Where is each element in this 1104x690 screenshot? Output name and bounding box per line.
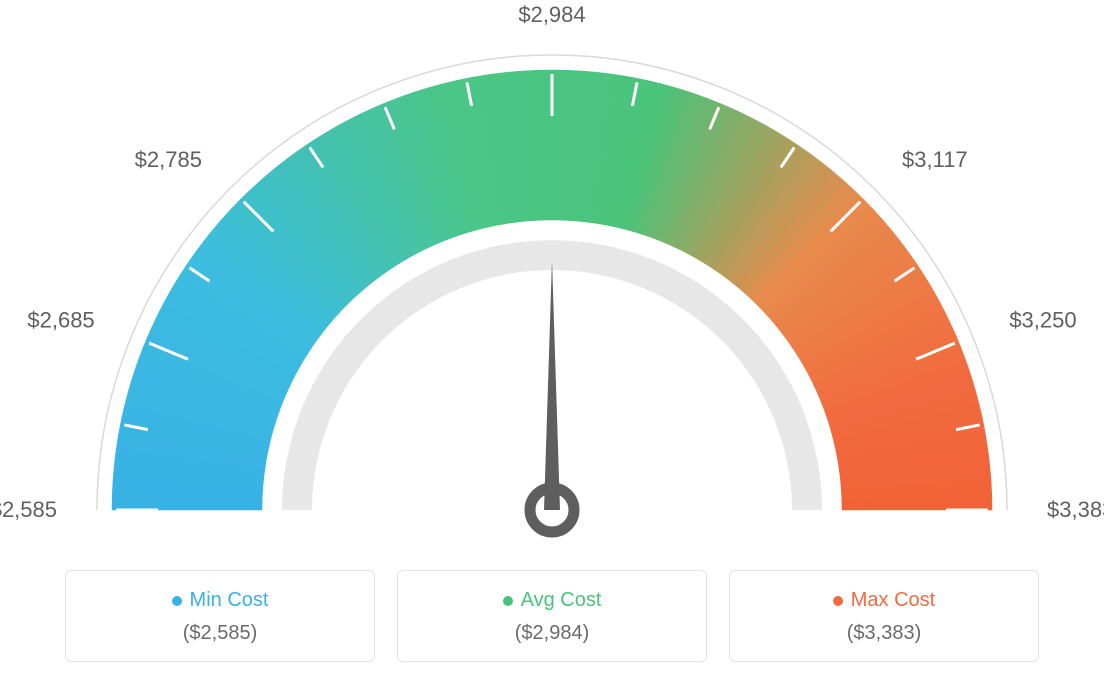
legend-value-avg: ($2,984) bbox=[408, 622, 696, 645]
legend-label-max: Max Cost bbox=[851, 589, 935, 612]
tick-label: $2,785 bbox=[135, 147, 202, 172]
tick-label: $2,685 bbox=[27, 308, 94, 333]
legend-dot-min bbox=[172, 596, 182, 606]
legend-label-min: Min Cost bbox=[190, 589, 269, 612]
tick-label: $2,585 bbox=[0, 497, 57, 522]
gauge-needle bbox=[544, 260, 560, 510]
tick-label: $3,117 bbox=[902, 147, 968, 172]
gauge-chart: $2,585 $2,685 $2,785 $2,984 $3,117 $3,250 $3,3… bbox=[0, 0, 1104, 560]
gauge-svg: $2,585 $2,685 $2,785 $2,984 $3,117 $3,250 $3,3… bbox=[0, 0, 1104, 560]
legend-dot-max bbox=[833, 596, 843, 606]
legend-title-avg: Avg Cost bbox=[503, 589, 602, 612]
legend-value-min: ($2,585) bbox=[76, 622, 364, 645]
legend-card-max: Max Cost ($3,383) bbox=[729, 570, 1039, 662]
tick-label: $3,383 bbox=[1047, 497, 1104, 522]
legend-card-min: Min Cost ($2,585) bbox=[65, 570, 375, 662]
legend-value-max: ($3,383) bbox=[740, 622, 1028, 645]
legend-title-max: Max Cost bbox=[833, 589, 935, 612]
tick-label: $2,984 bbox=[518, 2, 585, 27]
tick-label: $3,250 bbox=[1009, 308, 1076, 333]
legend-dot-avg bbox=[503, 596, 513, 606]
legend-label-avg: Avg Cost bbox=[521, 589, 602, 612]
legend-row: Min Cost ($2,585) Avg Cost ($2,984) Max … bbox=[0, 570, 1104, 662]
legend-title-min: Min Cost bbox=[172, 589, 269, 612]
legend-card-avg: Avg Cost ($2,984) bbox=[397, 570, 707, 662]
